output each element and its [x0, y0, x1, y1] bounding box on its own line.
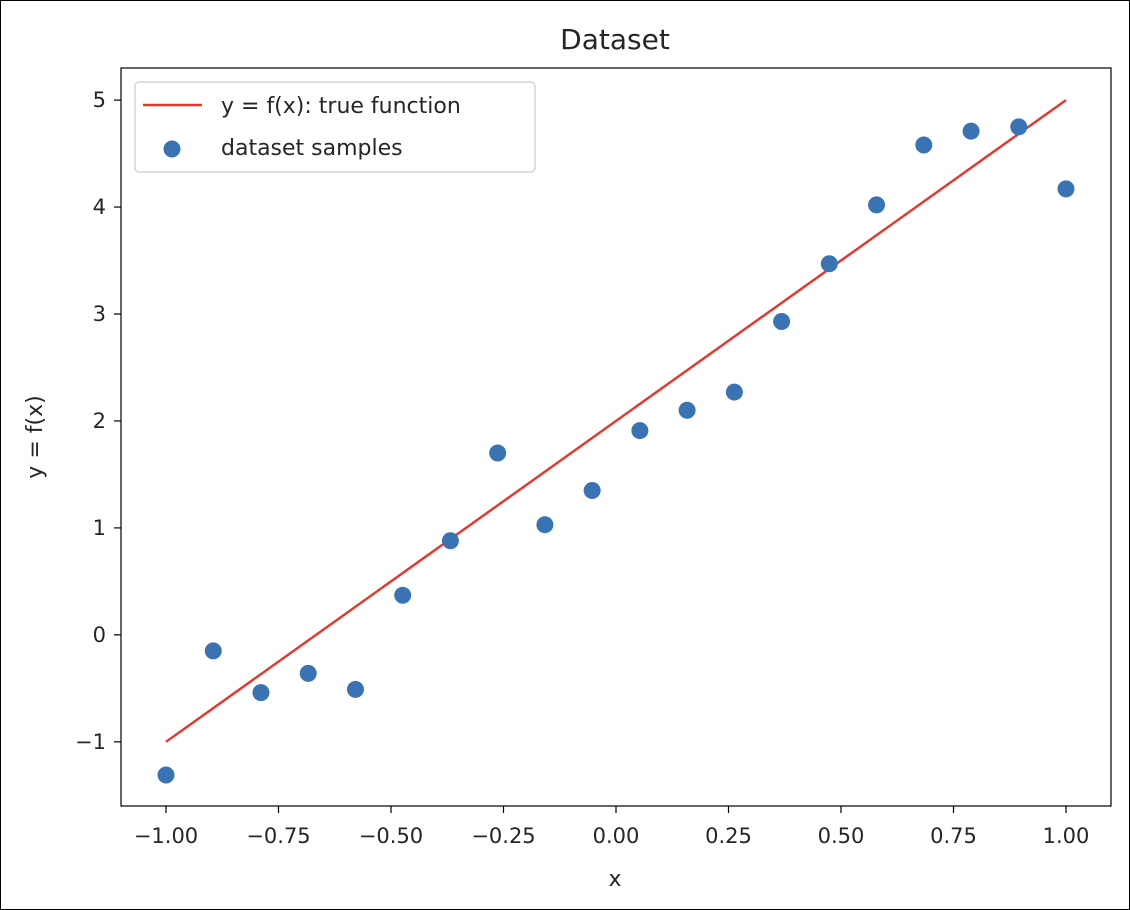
x-tick-label: 1.00 [1043, 824, 1090, 848]
data-point [915, 136, 933, 154]
x-axis-label: x [608, 867, 621, 892]
data-point [299, 664, 317, 682]
data-point [820, 255, 838, 273]
chart-title: Dataset [560, 23, 670, 56]
x-tick-label: 0.00 [593, 824, 640, 848]
legend: y = f(x): true function dataset samples [134, 81, 536, 173]
y-tick-label: 2 [93, 409, 106, 433]
data-point [157, 766, 175, 784]
legend-label-dataset-samples: dataset samples [221, 136, 403, 161]
x-tick-label: −1.00 [134, 824, 198, 848]
y-tick-label: 4 [93, 195, 106, 219]
data-point [536, 516, 554, 534]
data-point [725, 383, 743, 401]
x-tick-label: −0.75 [246, 824, 310, 848]
y-axis: −1 0 1 2 3 4 5 [75, 88, 121, 754]
legend-marker-swatch [163, 140, 181, 158]
y-tick-label: 0 [93, 623, 106, 647]
x-tick-label: −0.50 [359, 824, 423, 848]
data-point [773, 312, 791, 330]
x-tick-label: −0.25 [471, 824, 535, 848]
legend-box [134, 81, 536, 173]
data-point [868, 196, 886, 214]
x-tick-label: 0.50 [818, 824, 865, 848]
data-point [631, 422, 649, 440]
data-point [346, 680, 364, 698]
plot-area [120, 67, 1112, 807]
data-point [394, 586, 412, 604]
legend-label-true-function: y = f(x): true function [221, 94, 461, 119]
data-point [1010, 118, 1028, 136]
data-point [252, 684, 270, 702]
data-point [678, 401, 696, 419]
data-point [962, 122, 980, 140]
series-layer [157, 99, 1075, 784]
x-tick-label: 0.75 [930, 824, 977, 848]
y-tick-label: −1 [75, 730, 106, 754]
true-function-line [165, 99, 1067, 743]
data-point [441, 532, 459, 550]
data-point [1057, 180, 1075, 198]
data-point [204, 642, 222, 660]
x-axis: −1.00 −0.75 −0.50 −0.25 0.00 0.25 0.50 0.75 1.00 [134, 806, 1090, 848]
data-point [489, 444, 507, 462]
y-tick-label: 5 [93, 88, 106, 112]
y-tick-label: 3 [93, 302, 106, 326]
x-tick-label: 0.25 [705, 824, 752, 848]
data-point [583, 481, 601, 499]
y-axis-label: y = f(x) [23, 395, 48, 478]
y-tick-label: 1 [93, 516, 106, 540]
